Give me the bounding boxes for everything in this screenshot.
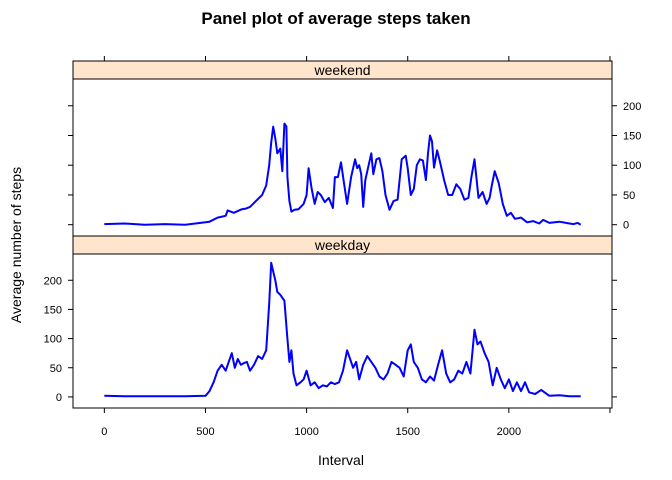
panel-frame-weekday [72, 253, 613, 409]
strip-label-weekday: weekday [314, 237, 370, 253]
y-tick-label: 100 [623, 160, 641, 172]
y-tick-label: 0 [623, 220, 629, 232]
panel-frame-weekend [72, 78, 613, 237]
x-tick-label: 1000 [294, 426, 318, 438]
y-tick-label: 0 [56, 392, 62, 404]
y-tick-label: 50 [50, 363, 62, 375]
y-tick-label: 150 [44, 304, 62, 316]
series-line-weekday [104, 261, 581, 398]
x-tick-label: 1500 [395, 426, 419, 438]
x-axis-label: Interval [318, 452, 364, 468]
strip-label-weekend: weekend [313, 62, 370, 78]
x-tick-label: 500 [196, 426, 214, 438]
y-axis-label: Average number of steps [8, 167, 24, 323]
x-tick-label: 0 [101, 426, 107, 438]
y-tick-label: 200 [623, 101, 641, 113]
y-tick-label: 100 [44, 334, 62, 346]
chart-title: Panel plot of average steps taken [201, 9, 470, 28]
series-line-weekend [104, 122, 582, 226]
y-tick-label: 150 [623, 130, 641, 142]
y-tick-label: 200 [44, 275, 62, 287]
y-tick-label: 50 [623, 190, 635, 202]
x-tick-label: 2000 [497, 426, 521, 438]
